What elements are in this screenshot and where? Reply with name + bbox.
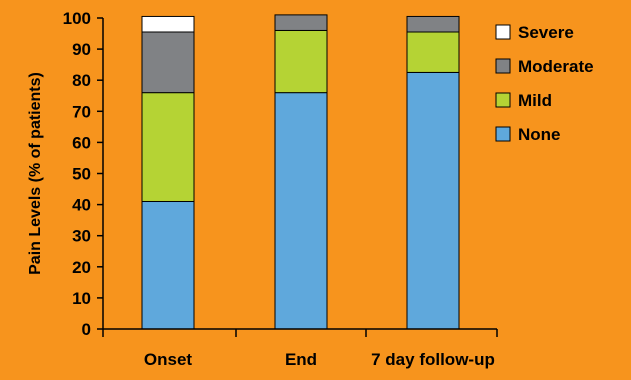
bars-group bbox=[141, 14, 460, 330]
bar-segment-onset-none bbox=[141, 200, 195, 330]
x-tick-label-7-day-follow-up: 7 day follow-up bbox=[371, 350, 495, 369]
bar-segment-7-day-follow-up-moderate bbox=[406, 15, 460, 33]
legend-label-mild: Mild bbox=[518, 91, 552, 110]
y-tick-label: 40 bbox=[72, 196, 91, 215]
legend-label-severe: Severe bbox=[518, 23, 574, 42]
bar-segment-7-day-follow-up-none bbox=[406, 71, 460, 330]
y-tick-label: 70 bbox=[72, 102, 91, 121]
legend-label-none: None bbox=[518, 125, 561, 144]
bar-segment-onset-moderate bbox=[141, 31, 195, 94]
y-tick-label: 20 bbox=[72, 258, 91, 277]
y-tick-label: 100 bbox=[63, 9, 91, 28]
y-ticks-group: 0 10 20 30 40 50 60 70 80 90 100 bbox=[63, 9, 103, 339]
y-tick-label: 0 bbox=[82, 320, 91, 339]
y-tick-label: 60 bbox=[72, 133, 91, 152]
legend-swatch-mild bbox=[495, 92, 511, 108]
bar-segment-7-day-follow-up-mild bbox=[406, 31, 460, 73]
legend-swatch-severe bbox=[495, 24, 511, 40]
y-tick-label: 90 bbox=[72, 40, 91, 59]
x-tick-label-end: End bbox=[285, 350, 317, 369]
bar-segment-end-none bbox=[274, 92, 328, 330]
legend-swatch-moderate bbox=[495, 58, 511, 74]
bar-segment-end-moderate bbox=[274, 14, 328, 31]
y-tick-label: 30 bbox=[72, 227, 91, 246]
legend: Severe Moderate Mild None bbox=[495, 23, 594, 144]
y-tick-label: 10 bbox=[72, 289, 91, 308]
bar-segment-onset-mild bbox=[141, 92, 195, 202]
y-tick-label: 50 bbox=[72, 165, 91, 184]
bar-segment-end-mild bbox=[274, 29, 328, 94]
x-ticks-group: Onset End 7 day follow-up bbox=[102, 329, 498, 369]
y-tick-label: 80 bbox=[72, 71, 91, 90]
x-tick-label-onset: Onset bbox=[144, 350, 193, 369]
legend-label-moderate: Moderate bbox=[518, 57, 594, 76]
legend-swatch-none bbox=[495, 126, 511, 142]
y-axis-title: Pain Levels (% of patients) bbox=[27, 72, 44, 275]
bar-segment-onset-severe bbox=[141, 15, 195, 33]
